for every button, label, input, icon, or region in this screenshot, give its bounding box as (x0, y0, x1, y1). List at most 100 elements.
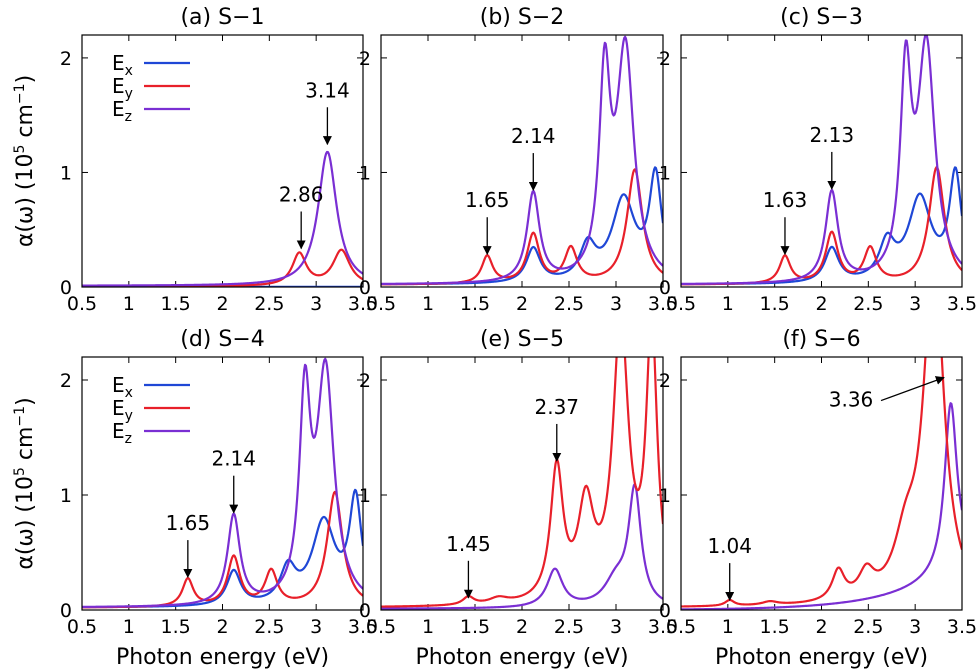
x-tick-label: 3.5 (648, 616, 678, 638)
x-tick-label: 2.5 (853, 293, 883, 315)
annotation-label: 2.86 (279, 182, 324, 206)
y-tick-label: 2 (60, 48, 72, 70)
annotation-label: 1.45 (446, 532, 491, 556)
panel-title: (e) S−5 (480, 327, 564, 352)
x-tick-label: 2.5 (853, 616, 883, 638)
y-axis-exponent: 5 (12, 467, 28, 476)
series-line-ez (82, 357, 363, 608)
x-tick-label: 1.5 (161, 293, 191, 315)
panel-title: (c) S−3 (780, 5, 863, 30)
annotation-label: 1.04 (707, 534, 752, 558)
x-tick-label: 2 (516, 293, 528, 315)
y-axis-unit: cm (13, 104, 38, 145)
series-group (381, 35, 663, 286)
x-tick-label: 2.5 (554, 616, 584, 638)
legend-subscript: x (125, 63, 133, 79)
x-tick-label: 0.5 (366, 293, 396, 315)
annotation-label: 1.63 (763, 188, 808, 212)
annotation-label: 1.65 (465, 188, 510, 212)
x-tick-label: 1 (123, 616, 135, 638)
y-axis-unit-exponent: −1 (12, 406, 28, 427)
x-tick-label: 0.5 (666, 616, 696, 638)
x-tick-label: 1.5 (760, 293, 790, 315)
legend-subscript: y (125, 86, 133, 102)
panel-title: (b) S−2 (480, 5, 565, 30)
x-tick-label: 3 (610, 616, 622, 638)
panel-title: (d) S−4 (180, 327, 265, 352)
y-tick-label: 1 (359, 485, 371, 507)
series-group (82, 357, 363, 609)
annotation-label: 2.13 (810, 123, 855, 147)
legend-subscript: z (125, 109, 132, 125)
x-tick-label: 3 (909, 616, 921, 638)
y-tick-label: 1 (60, 485, 72, 507)
x-tick-label: 2 (815, 616, 827, 638)
y-axis-unit: cm (13, 427, 38, 468)
x-tick-label: 1 (422, 293, 434, 315)
panel-title: (f) S−6 (782, 327, 860, 352)
x-tick-label: 3 (310, 616, 322, 638)
series-group (82, 150, 363, 287)
x-tick-label: 2 (815, 293, 827, 315)
plot-frame (380, 34, 664, 288)
x-tick-label: 0.5 (67, 293, 97, 315)
y-tick-label: 0 (659, 600, 671, 622)
x-tick-label: 0.5 (67, 616, 97, 638)
x-axis-title: Photon energy (eV) (116, 645, 329, 670)
series-line-ey (381, 357, 663, 608)
x-axis-title: Photon energy (eV) (415, 645, 628, 670)
legend-subscript: x (125, 385, 133, 401)
x-tick-label: 3 (610, 293, 622, 315)
series-group (381, 357, 663, 610)
y-tick-label: 0 (659, 277, 671, 299)
x-tick-label: 1.5 (460, 293, 490, 315)
y-tick-label: 0 (60, 277, 72, 299)
annotation-label: 2.14 (211, 447, 256, 471)
legend-subscript: y (125, 408, 133, 424)
annotation-arrow (880, 376, 945, 402)
plot-frame (680, 34, 963, 288)
y-axis-unit-exponent: −1 (12, 83, 28, 104)
legend-subscript: z (125, 431, 132, 447)
x-tick-label: 0.5 (366, 616, 396, 638)
y-axis-close: ) (13, 397, 38, 406)
annotation-label: 3.14 (305, 78, 350, 102)
annotation-label: 1.65 (166, 511, 211, 535)
series-line-ez (381, 483, 663, 610)
x-tick-label: 2.5 (254, 616, 284, 638)
series-line-ez (82, 150, 363, 287)
x-tick-label: 2 (516, 616, 528, 638)
series-line-ez (381, 35, 663, 286)
x-tick-label: 3.5 (947, 293, 977, 315)
series-line-ez (681, 35, 962, 286)
y-tick-label: 2 (359, 48, 371, 70)
x-tick-label: 0.5 (666, 293, 696, 315)
y-tick-label: 0 (359, 600, 371, 622)
y-tick-label: 1 (659, 162, 671, 184)
x-tick-label: 1.5 (161, 616, 191, 638)
x-tick-label: 2.5 (254, 293, 284, 315)
x-tick-label: 3.5 (348, 616, 378, 638)
x-axis-title: Photon energy (eV) (715, 645, 928, 670)
panel-title: (a) S−1 (180, 5, 264, 30)
series-group (681, 35, 962, 286)
x-tick-label: 3 (310, 293, 322, 315)
x-tick-label: 1.5 (460, 616, 490, 638)
series-line-ey (681, 166, 962, 286)
plot-frame (81, 356, 364, 611)
y-axis-exponent: 5 (12, 145, 28, 154)
plot-frame (680, 356, 963, 611)
y-axis-close: ) (13, 75, 38, 84)
series-line-ey (82, 490, 363, 609)
x-tick-label: 2 (216, 616, 228, 638)
y-axis-title: α(ω) (105 cm−1) (12, 75, 38, 247)
x-tick-label: 1 (123, 293, 135, 315)
panel-3: (c) S−3 0.5 1 1.5 2 2.5 3 3.5 0 1 2 1.63 2.13 (659, 5, 977, 315)
x-tick-label: 3.5 (947, 616, 977, 638)
annotation-label: 2.37 (535, 395, 580, 419)
x-tick-label: 2.5 (554, 293, 584, 315)
y-tick-label: 2 (659, 370, 671, 392)
panel-6: (f) S−6 0.5 1 1.5 2 2.5 3 3.5 0 1 2 1.04 3.36 (659, 327, 977, 638)
plot-frame (81, 34, 364, 288)
